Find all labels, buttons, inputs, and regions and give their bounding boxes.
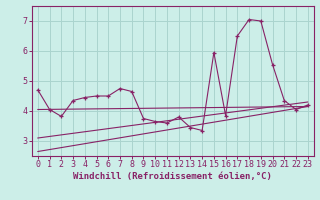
X-axis label: Windchill (Refroidissement éolien,°C): Windchill (Refroidissement éolien,°C) [73, 172, 272, 181]
